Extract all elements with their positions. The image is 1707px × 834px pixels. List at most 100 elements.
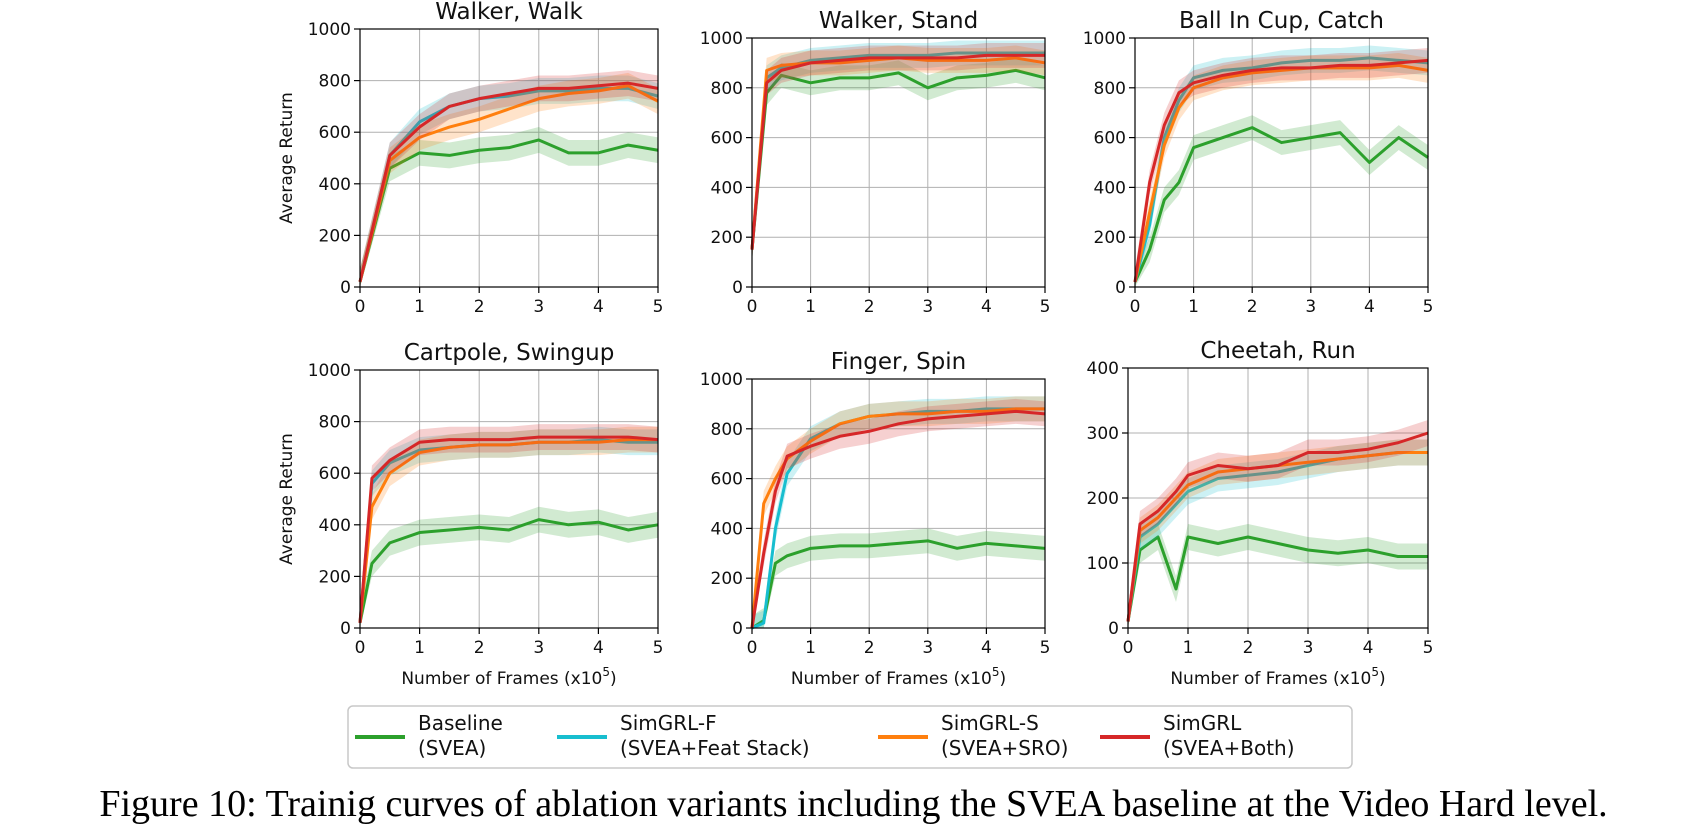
- y-tick-label: 0: [732, 278, 743, 298]
- x-tick-label: 5: [1423, 297, 1434, 317]
- confidence-band: [1135, 52, 1428, 287]
- y-tick-label: 800: [319, 72, 351, 92]
- series-line: [1126, 431, 1429, 622]
- y-tick-label: 200: [319, 226, 351, 246]
- plot-frame: [359, 369, 659, 629]
- x-tick-label: 1: [414, 297, 425, 317]
- confidence-band: [1128, 420, 1428, 628]
- confidence-band: [1135, 45, 1428, 287]
- plot-frame: [1134, 37, 1429, 288]
- x-tick-label: 1: [805, 638, 816, 658]
- y-tick-label: 400: [1094, 178, 1126, 198]
- series-line: [1126, 535, 1428, 622]
- y-tick-label: 800: [319, 413, 351, 433]
- x-tick-label: 3: [1303, 638, 1314, 658]
- x-tick-label: 0: [1130, 297, 1141, 317]
- chart-panel: 0 1 2 3 4 5 0 200 400 600 800 1000 Cartpole, Swingup…: [277, 340, 663, 689]
- x-tick-label: 5: [1423, 638, 1434, 658]
- x-tick-label: 1: [414, 638, 425, 658]
- x-axis-label: Number of Frames (x105): [791, 665, 1006, 689]
- series-line: [750, 68, 1046, 250]
- legend-label-line1: SimGRL-S: [941, 711, 1039, 735]
- series-line: [1133, 63, 1429, 283]
- x-tick-label: 4: [1364, 297, 1375, 317]
- y-tick-label: 800: [711, 420, 743, 440]
- x-tick-label: 2: [1243, 638, 1254, 658]
- y-tick-label: 200: [1087, 489, 1119, 509]
- series-line: [750, 51, 1045, 250]
- confidence-band: [360, 72, 658, 287]
- y-tick-label: 200: [319, 567, 351, 587]
- legend-label-line2: (SVEA+Feat Stack): [620, 736, 810, 760]
- x-tick-label: 3: [1305, 297, 1316, 317]
- legend-frame: [347, 705, 1353, 769]
- chart-title: Cartpole, Swingup: [404, 340, 615, 366]
- y-tick-label: 1000: [700, 370, 743, 390]
- x-axis-label: Number of Frames (x105): [1170, 665, 1385, 689]
- y-tick-label: 600: [319, 123, 351, 143]
- y-tick-label: 0: [340, 278, 351, 298]
- legend-item: SimGRL(SVEA+Both): [1100, 711, 1295, 760]
- x-tick-label: 3: [533, 638, 544, 658]
- y-tick-label: 100: [1087, 554, 1119, 574]
- x-tick-label: 4: [593, 297, 604, 317]
- confidence-band: [360, 426, 658, 628]
- y-tick-label: 1000: [700, 29, 743, 49]
- confidence-band: [360, 70, 658, 287]
- y-axis-label: Average Return: [277, 433, 297, 565]
- y-tick-label: 400: [711, 519, 743, 539]
- x-tick-label: 2: [1247, 297, 1258, 317]
- x-tick-label: 2: [474, 638, 485, 658]
- x-tick-label: 0: [355, 638, 366, 658]
- y-tick-label: 400: [711, 178, 743, 198]
- x-tick-label: 5: [1040, 297, 1051, 317]
- legend-item: SimGRL-F(SVEA+Feat Stack): [557, 711, 810, 760]
- y-tick-label: 1000: [1083, 29, 1126, 49]
- plot-frame: [359, 28, 659, 288]
- series-line: [750, 407, 1045, 629]
- x-axis-label: Number of Frames (x105): [401, 665, 616, 689]
- x-tick-label: 3: [922, 638, 933, 658]
- series-line: [751, 539, 1046, 630]
- confidence-band: [360, 75, 658, 287]
- legend-label-line1: Baseline: [418, 711, 503, 735]
- x-tick-label: 4: [981, 638, 992, 658]
- x-tick-label: 5: [653, 638, 664, 658]
- x-tick-label: 0: [747, 638, 758, 658]
- y-tick-label: 800: [711, 79, 743, 99]
- confidence-band: [752, 528, 1045, 628]
- x-tick-label: 0: [1123, 638, 1134, 658]
- confidence-band: [1128, 524, 1428, 628]
- chart-panel: 0 1 2 3 4 5 0 200 400 600 800 1000 Walker, Walk Avera…: [277, 0, 663, 317]
- x-tick-label: 4: [593, 638, 604, 658]
- chart-title: Cheetah, Run: [1200, 338, 1355, 364]
- series-line: [1133, 58, 1429, 283]
- legend-item: Baseline(SVEA): [355, 711, 503, 760]
- y-tick-label: 800: [1094, 79, 1126, 99]
- y-tick-label: 400: [319, 175, 351, 195]
- plot-frame: [751, 378, 1046, 629]
- series-line: [358, 435, 659, 623]
- y-tick-label: 600: [319, 464, 351, 484]
- confidence-band: [360, 424, 658, 628]
- y-tick-label: 0: [1115, 278, 1126, 298]
- legend-label-line1: SimGRL: [1163, 711, 1242, 735]
- chart-title: Ball In Cup, Catch: [1179, 8, 1384, 34]
- series-line: [358, 138, 659, 283]
- legend-item: SimGRL-S(SVEA+SRO): [878, 711, 1068, 760]
- series-line: [358, 518, 659, 624]
- y-tick-label: 1000: [308, 20, 351, 40]
- y-tick-label: 600: [1094, 129, 1126, 149]
- chart-panel: 0 1 2 3 4 5 0 100 200 300 400 Cheetah, Run Number of…: [1087, 338, 1434, 689]
- x-tick-label: 3: [533, 297, 544, 317]
- legend-label-line2: (SVEA+SRO): [941, 736, 1068, 760]
- y-tick-label: 200: [1094, 228, 1126, 248]
- confidence-band: [752, 57, 1045, 263]
- y-tick-label: 1000: [308, 361, 351, 381]
- confidence-band: [360, 127, 658, 287]
- y-tick-label: 200: [711, 569, 743, 589]
- series-line: [750, 409, 1046, 629]
- confidence-band: [752, 42, 1045, 263]
- legend-label-line2: (SVEA): [418, 736, 486, 760]
- plot-frame: [751, 37, 1046, 288]
